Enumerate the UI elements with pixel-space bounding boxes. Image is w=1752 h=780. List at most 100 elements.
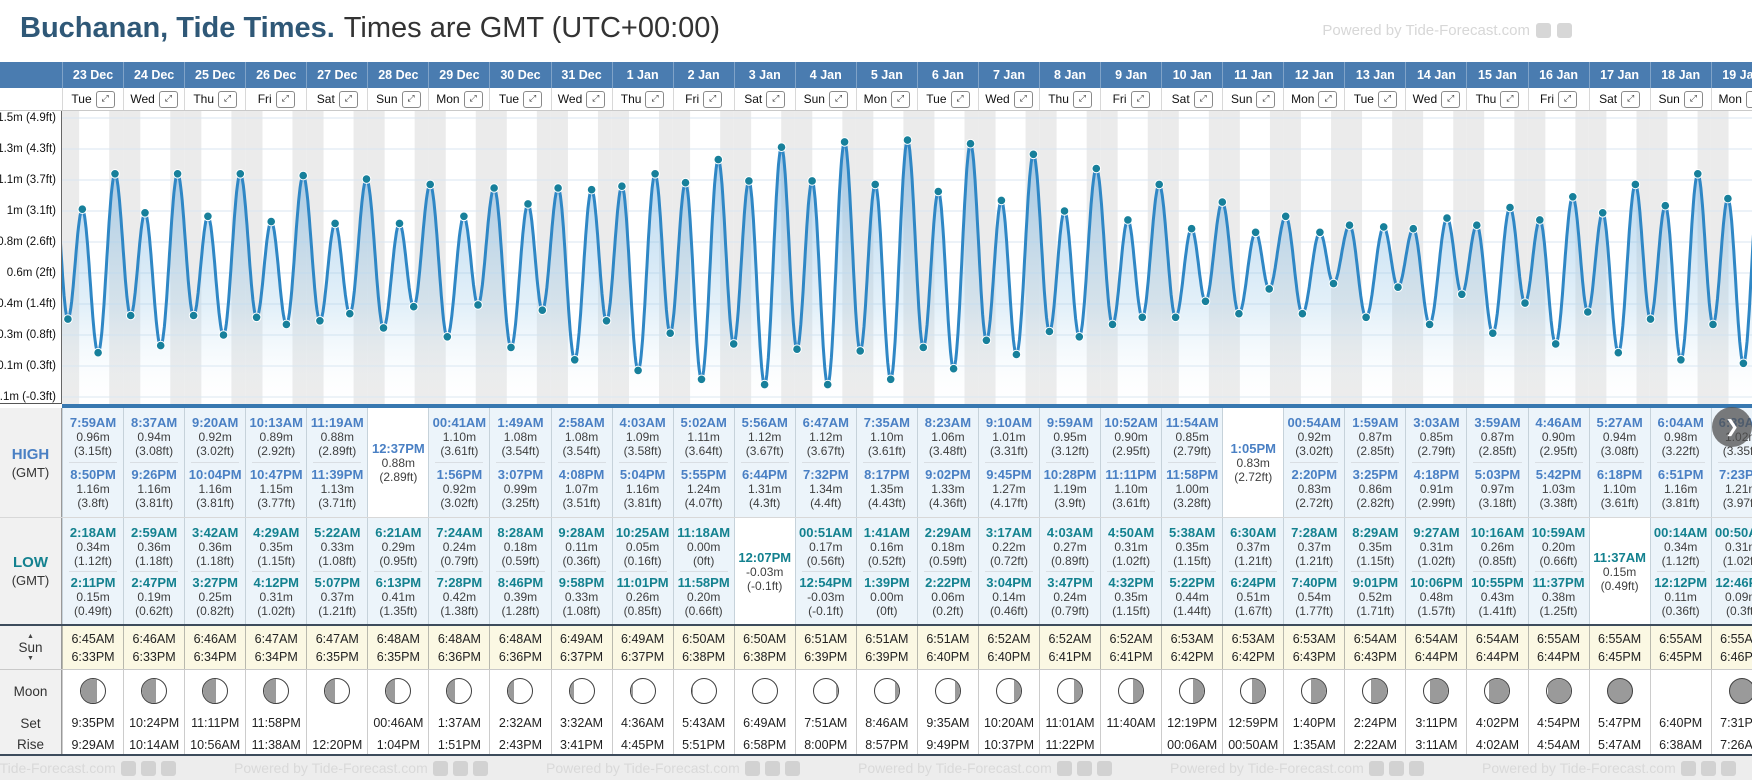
expand-day-icon[interactable]: ⤢ xyxy=(828,90,848,108)
weekday-label: Sat xyxy=(1171,92,1190,106)
high-tide-cell: 4:03AM 1.09m (3.58ft) 5:04PM 1.16m (3.81ft) xyxy=(611,408,673,517)
high-tide-entry: 7:35AM 1.10m (3.61ft) xyxy=(857,415,917,458)
moonset-time-cell: 4:54PM xyxy=(1527,712,1589,734)
expand-day-icon[interactable]: ⤢ xyxy=(1441,90,1461,108)
expand-day-icon[interactable]: ⤢ xyxy=(1072,90,1092,108)
sunrise-time: 6:53AM xyxy=(1292,631,1336,646)
low-tide-entry: 2:22PM 0.06m (0.2ft) xyxy=(918,575,978,618)
weekday-label: Mon xyxy=(863,92,888,106)
expand-day-icon[interactable]: ⤢ xyxy=(950,90,970,108)
expand-day-icon[interactable]: ⤢ xyxy=(1377,90,1397,108)
sun-times-cell: 6:51AM 6:39PM xyxy=(794,626,856,669)
tide-extreme-dot xyxy=(680,177,691,188)
expand-day-icon[interactable]: ⤢ xyxy=(401,90,421,108)
sunrise-time: 6:55AM xyxy=(1536,631,1581,646)
tide-entry-divider xyxy=(1168,571,1217,572)
tide-height-m: 1.06m xyxy=(931,430,965,444)
sunset-time: 6:44PM xyxy=(1414,649,1458,664)
tide-extreme-dot xyxy=(996,195,1007,206)
tide-entry-divider xyxy=(191,462,240,463)
high-tide-entry: 11:19AM 0.88m (2.89ft) xyxy=(307,415,367,458)
tide-height-ft: (4.36ft) xyxy=(928,496,967,510)
weekday-cell: Wed ⤢ xyxy=(977,88,1039,110)
tide-height-ft: (0.66ft) xyxy=(1539,554,1578,568)
tide-entry-divider xyxy=(618,571,667,572)
tide-height-ft: (3.97ft) xyxy=(1722,496,1752,510)
sunset-time: 6:42PM xyxy=(1231,649,1275,664)
tide-height-ft: (1.02ft) xyxy=(257,604,296,618)
tide-extreme-dot xyxy=(759,379,770,390)
expand-day-icon[interactable]: ⤢ xyxy=(1256,90,1276,108)
moon-phase-cell xyxy=(855,670,917,712)
tide-height-m: 0.15m xyxy=(1602,564,1637,579)
expand-day-icon[interactable]: ⤢ xyxy=(275,90,295,108)
expand-day-icon[interactable]: ⤢ xyxy=(1621,90,1641,108)
weekday-cell: Thu ⤢ xyxy=(611,88,673,110)
high-tide-cell: 6:04AM 0.98m (3.22ft) 6:51PM 1.16m (3.81ft) xyxy=(1649,408,1711,517)
date-header-cell: 12 Jan xyxy=(1283,62,1344,88)
high-tide-entry: 4:03AM 1.09m (3.58ft) xyxy=(613,415,673,458)
sunrise-time: 6:46AM xyxy=(132,631,176,646)
tide-height-ft: (3.9ft) xyxy=(1054,496,1086,510)
tide-height-m: 1.11m xyxy=(687,430,720,444)
expand-day-icon[interactable]: ⤢ xyxy=(158,90,178,108)
low-tide-time: 8:46PM xyxy=(497,575,544,590)
expand-day-icon[interactable]: ⤢ xyxy=(766,90,786,108)
expand-day-icon[interactable]: ⤢ xyxy=(523,90,543,108)
expand-day-icon[interactable]: ⤢ xyxy=(338,90,358,108)
low-tide-cell: 2:59AM 0.36m (1.18ft) 2:47PM 0.19m (0.62ft) xyxy=(123,518,185,624)
weekday-label: Sat xyxy=(316,92,335,106)
expand-day-icon[interactable]: ⤢ xyxy=(95,90,115,108)
expand-day-icon[interactable]: ⤢ xyxy=(645,90,665,108)
chart-baseline-bar xyxy=(0,404,1752,408)
expand-day-icon[interactable]: ⤢ xyxy=(891,90,911,108)
expand-day-icon[interactable]: ⤢ xyxy=(1013,90,1033,108)
expand-day-icon[interactable]: ⤢ xyxy=(218,90,237,108)
tide-height-ft: (3.64ft) xyxy=(684,444,723,458)
tide-entry-divider xyxy=(313,462,362,463)
tide-extreme-dot xyxy=(1568,192,1578,202)
moon-phase-cell xyxy=(1405,670,1466,712)
low-tide-entry: 2:18AM 0.34m (1.12ft) xyxy=(63,525,123,568)
low-tide-entry: 12:12PM 0.11m (0.36ft) xyxy=(1651,575,1711,618)
expand-day-icon[interactable]: ⤢ xyxy=(1318,90,1338,108)
sun-times-cell: 6:46AM 6:34PM xyxy=(184,626,245,669)
moonrise-time-cell: 1:51PM xyxy=(428,734,489,754)
moonrise-time-cell: 9:49PM xyxy=(916,734,978,754)
high-tide-cell: 12:37PM 0.88m (2.89ft) xyxy=(367,408,429,517)
expand-day-icon[interactable]: ⤢ xyxy=(1683,90,1703,108)
tide-extreme-dot xyxy=(1344,220,1355,230)
tide-height-m: 1.09m xyxy=(625,430,660,444)
moon-phase-icon xyxy=(507,678,534,704)
tide-height-ft: (3.8ft) xyxy=(77,496,109,510)
moonrise-time-cell: 1:04PM xyxy=(367,734,428,754)
moon-phase-icon xyxy=(934,678,961,704)
tide-extreme-dot xyxy=(885,374,896,385)
next-days-button[interactable]: ❯ xyxy=(1712,407,1752,447)
tide-extreme-dot xyxy=(1107,319,1118,330)
tide-height-m: 0.34m xyxy=(1663,540,1698,554)
expand-day-icon[interactable]: ⤢ xyxy=(1745,90,1752,108)
expand-day-icon[interactable]: ⤢ xyxy=(586,90,606,108)
tide-entry-divider xyxy=(1290,571,1339,572)
expand-day-icon[interactable]: ⤢ xyxy=(1558,90,1578,108)
tide-extreme-dot xyxy=(77,204,88,214)
sunset-time: 6:46PM xyxy=(1720,649,1752,664)
sunset-time: 6:34PM xyxy=(193,649,237,664)
expand-day-icon[interactable]: ⤢ xyxy=(1130,90,1150,108)
expand-day-icon[interactable]: ⤢ xyxy=(1193,90,1213,108)
tide-extreme-dot xyxy=(1378,222,1389,232)
expand-day-icon[interactable]: ⤢ xyxy=(1500,90,1520,108)
high-tide-row: HIGH (GMT) 7:59AM 0.96m (3.15ft) 8:50PM 1.16… xyxy=(0,408,1752,518)
expand-day-icon[interactable]: ⤢ xyxy=(703,90,723,108)
tide-height-m: 0.06m xyxy=(931,590,965,604)
sun-times-cell: 6:55AM 6:46PM xyxy=(1710,626,1752,669)
tide-extreme-dot xyxy=(1200,296,1211,307)
moon-phase-cell xyxy=(1649,670,1711,712)
tide-height-ft: (1.77ft) xyxy=(1295,604,1334,618)
tide-height-ft: (3.31ft) xyxy=(989,444,1028,458)
expand-day-icon[interactable]: ⤢ xyxy=(463,90,483,108)
sunset-time: 6:33PM xyxy=(71,649,115,664)
tide-extreme-dot xyxy=(361,174,372,184)
